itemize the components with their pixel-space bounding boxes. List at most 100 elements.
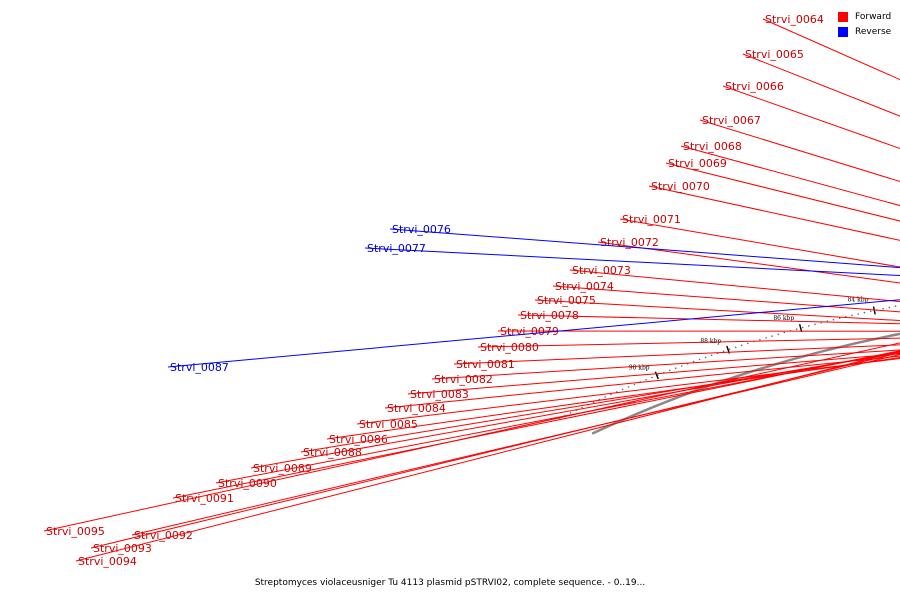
tick-dot bbox=[801, 326, 804, 329]
gene-label: Strvi_0094 bbox=[78, 555, 137, 568]
tick-mark bbox=[654, 371, 659, 380]
tick-dot bbox=[692, 360, 695, 363]
tick-dot bbox=[592, 401, 595, 404]
gene-leader-line bbox=[431, 349, 900, 380]
gene-label: Strvi_0087 bbox=[170, 361, 229, 374]
gene-leader-line bbox=[665, 162, 900, 222]
gene-label: Strvi_0078 bbox=[520, 309, 579, 322]
tick-dot bbox=[795, 328, 798, 331]
legend-item-forward: Forward bbox=[838, 9, 891, 24]
gene-label: Strvi_0076 bbox=[392, 223, 451, 236]
gene-leader-line bbox=[172, 350, 900, 499]
gene-leader-line bbox=[569, 269, 900, 303]
gene-label: Strvi_0065 bbox=[745, 48, 804, 61]
tick-dot bbox=[777, 333, 779, 336]
gene-leader-line bbox=[250, 351, 900, 469]
gene-label: Strvi_0070 bbox=[651, 180, 710, 193]
legend-swatch-forward bbox=[838, 11, 848, 22]
tick-dot bbox=[604, 396, 606, 398]
map-caption: Streptomyces violaceusniger Tu 4113 plas… bbox=[254, 578, 646, 588]
tick-dots bbox=[558, 305, 897, 420]
gene-leader-line bbox=[389, 228, 900, 269]
tick-dot bbox=[783, 331, 786, 334]
tick-label: 88 kbp bbox=[700, 338, 721, 345]
tick-dot bbox=[680, 365, 683, 367]
gene-leader-line bbox=[453, 344, 900, 365]
gene-label: Strvi_0081 bbox=[456, 358, 515, 371]
gene-label: Strvi_0075 bbox=[537, 294, 596, 307]
gene-label: Strvi_0064 bbox=[765, 13, 824, 26]
tick-label: 90 kbp bbox=[629, 365, 650, 372]
legend-swatch-reverse bbox=[838, 26, 848, 37]
tick-dot bbox=[808, 325, 810, 327]
gene-label: Strvi_0069 bbox=[668, 157, 727, 170]
tick-dot bbox=[728, 348, 731, 351]
gene-leader-line bbox=[75, 350, 900, 562]
tick-dot bbox=[651, 376, 653, 379]
gene-leader-line bbox=[552, 285, 900, 313]
gene-leader-line bbox=[477, 337, 900, 348]
gene-labels: Strvi_0064 Strvi_0065 Strvi_0066 Strvi_0067… bbox=[43, 13, 900, 568]
gene-leader-line bbox=[699, 119, 900, 183]
gene-leader-line bbox=[722, 85, 900, 150]
tick-dot bbox=[851, 314, 853, 317]
gene-leader-line bbox=[356, 358, 900, 425]
gene-label: Strvi_0089 bbox=[253, 462, 312, 475]
gene-label: Strvi_0074 bbox=[555, 280, 614, 293]
gene-leader-line bbox=[90, 352, 900, 549]
gene-label: Strvi_0083 bbox=[410, 388, 469, 401]
tick-marks: 64 kbp66 kbp68 kbp70 kbp72 kbp74 kbp76 k… bbox=[629, 297, 876, 380]
gene-label: Strvi_0068 bbox=[683, 140, 742, 153]
tick-dot bbox=[771, 335, 773, 337]
gene-leader-line bbox=[215, 351, 900, 484]
tick-dot bbox=[747, 342, 749, 345]
tick-dot bbox=[581, 406, 583, 409]
tick-dot bbox=[894, 305, 897, 308]
gene-leader-line bbox=[300, 352, 900, 453]
gene-label: Strvi_0073 bbox=[572, 264, 631, 277]
tick-dot bbox=[832, 318, 835, 321]
tick-dot bbox=[645, 378, 647, 381]
gene-leader-line bbox=[517, 314, 900, 325]
tick-dot bbox=[669, 369, 671, 372]
tick-dot bbox=[759, 338, 761, 341]
tick-dot bbox=[888, 306, 891, 309]
legend-label-reverse: Reverse bbox=[855, 26, 892, 37]
gene-label: Strvi_0091 bbox=[175, 492, 234, 505]
tick-dot bbox=[882, 307, 884, 310]
plasmid-backbone bbox=[591, 332, 900, 435]
gene-leader-line bbox=[497, 330, 900, 332]
tick-dot bbox=[722, 350, 725, 353]
gene-label: Strvi_0084 bbox=[387, 402, 446, 415]
tick-dot bbox=[838, 317, 841, 320]
gene-label: Strvi_0077 bbox=[367, 242, 426, 255]
tick-dot bbox=[814, 323, 816, 326]
tick-mark bbox=[872, 306, 876, 315]
tick-dot bbox=[674, 367, 677, 370]
gene-leader-line bbox=[619, 218, 900, 268]
tick-dot bbox=[704, 356, 707, 359]
gene-label: Strvi_0067 bbox=[702, 114, 761, 127]
tick-dot bbox=[869, 310, 872, 313]
tick-dot bbox=[610, 393, 612, 396]
gene-label: Strvi_0071 bbox=[622, 213, 681, 226]
gene-label: Strvi_0092 bbox=[134, 529, 193, 542]
gene-label: Strvi_0066 bbox=[725, 80, 784, 93]
legend: Forward Reverse bbox=[838, 9, 891, 39]
gene-label: Strvi_0085 bbox=[359, 418, 418, 431]
gene-label: Strvi_0095 bbox=[46, 525, 105, 538]
tick-dot bbox=[734, 346, 737, 349]
gene-leader-line bbox=[407, 353, 900, 395]
tick-dot bbox=[740, 344, 743, 347]
tick-dot bbox=[710, 354, 713, 357]
tick-dot bbox=[569, 412, 572, 414]
gene-leader-line bbox=[648, 185, 900, 241]
tick-dot bbox=[621, 388, 624, 391]
gene-label: Strvi_0086 bbox=[329, 433, 388, 446]
tick-dot bbox=[857, 313, 859, 315]
tick-label: 84 kbp bbox=[848, 297, 869, 304]
tick-dot bbox=[698, 358, 701, 361]
legend-label-forward: Forward bbox=[855, 11, 892, 22]
gene-label: Strvi_0080 bbox=[480, 341, 539, 354]
